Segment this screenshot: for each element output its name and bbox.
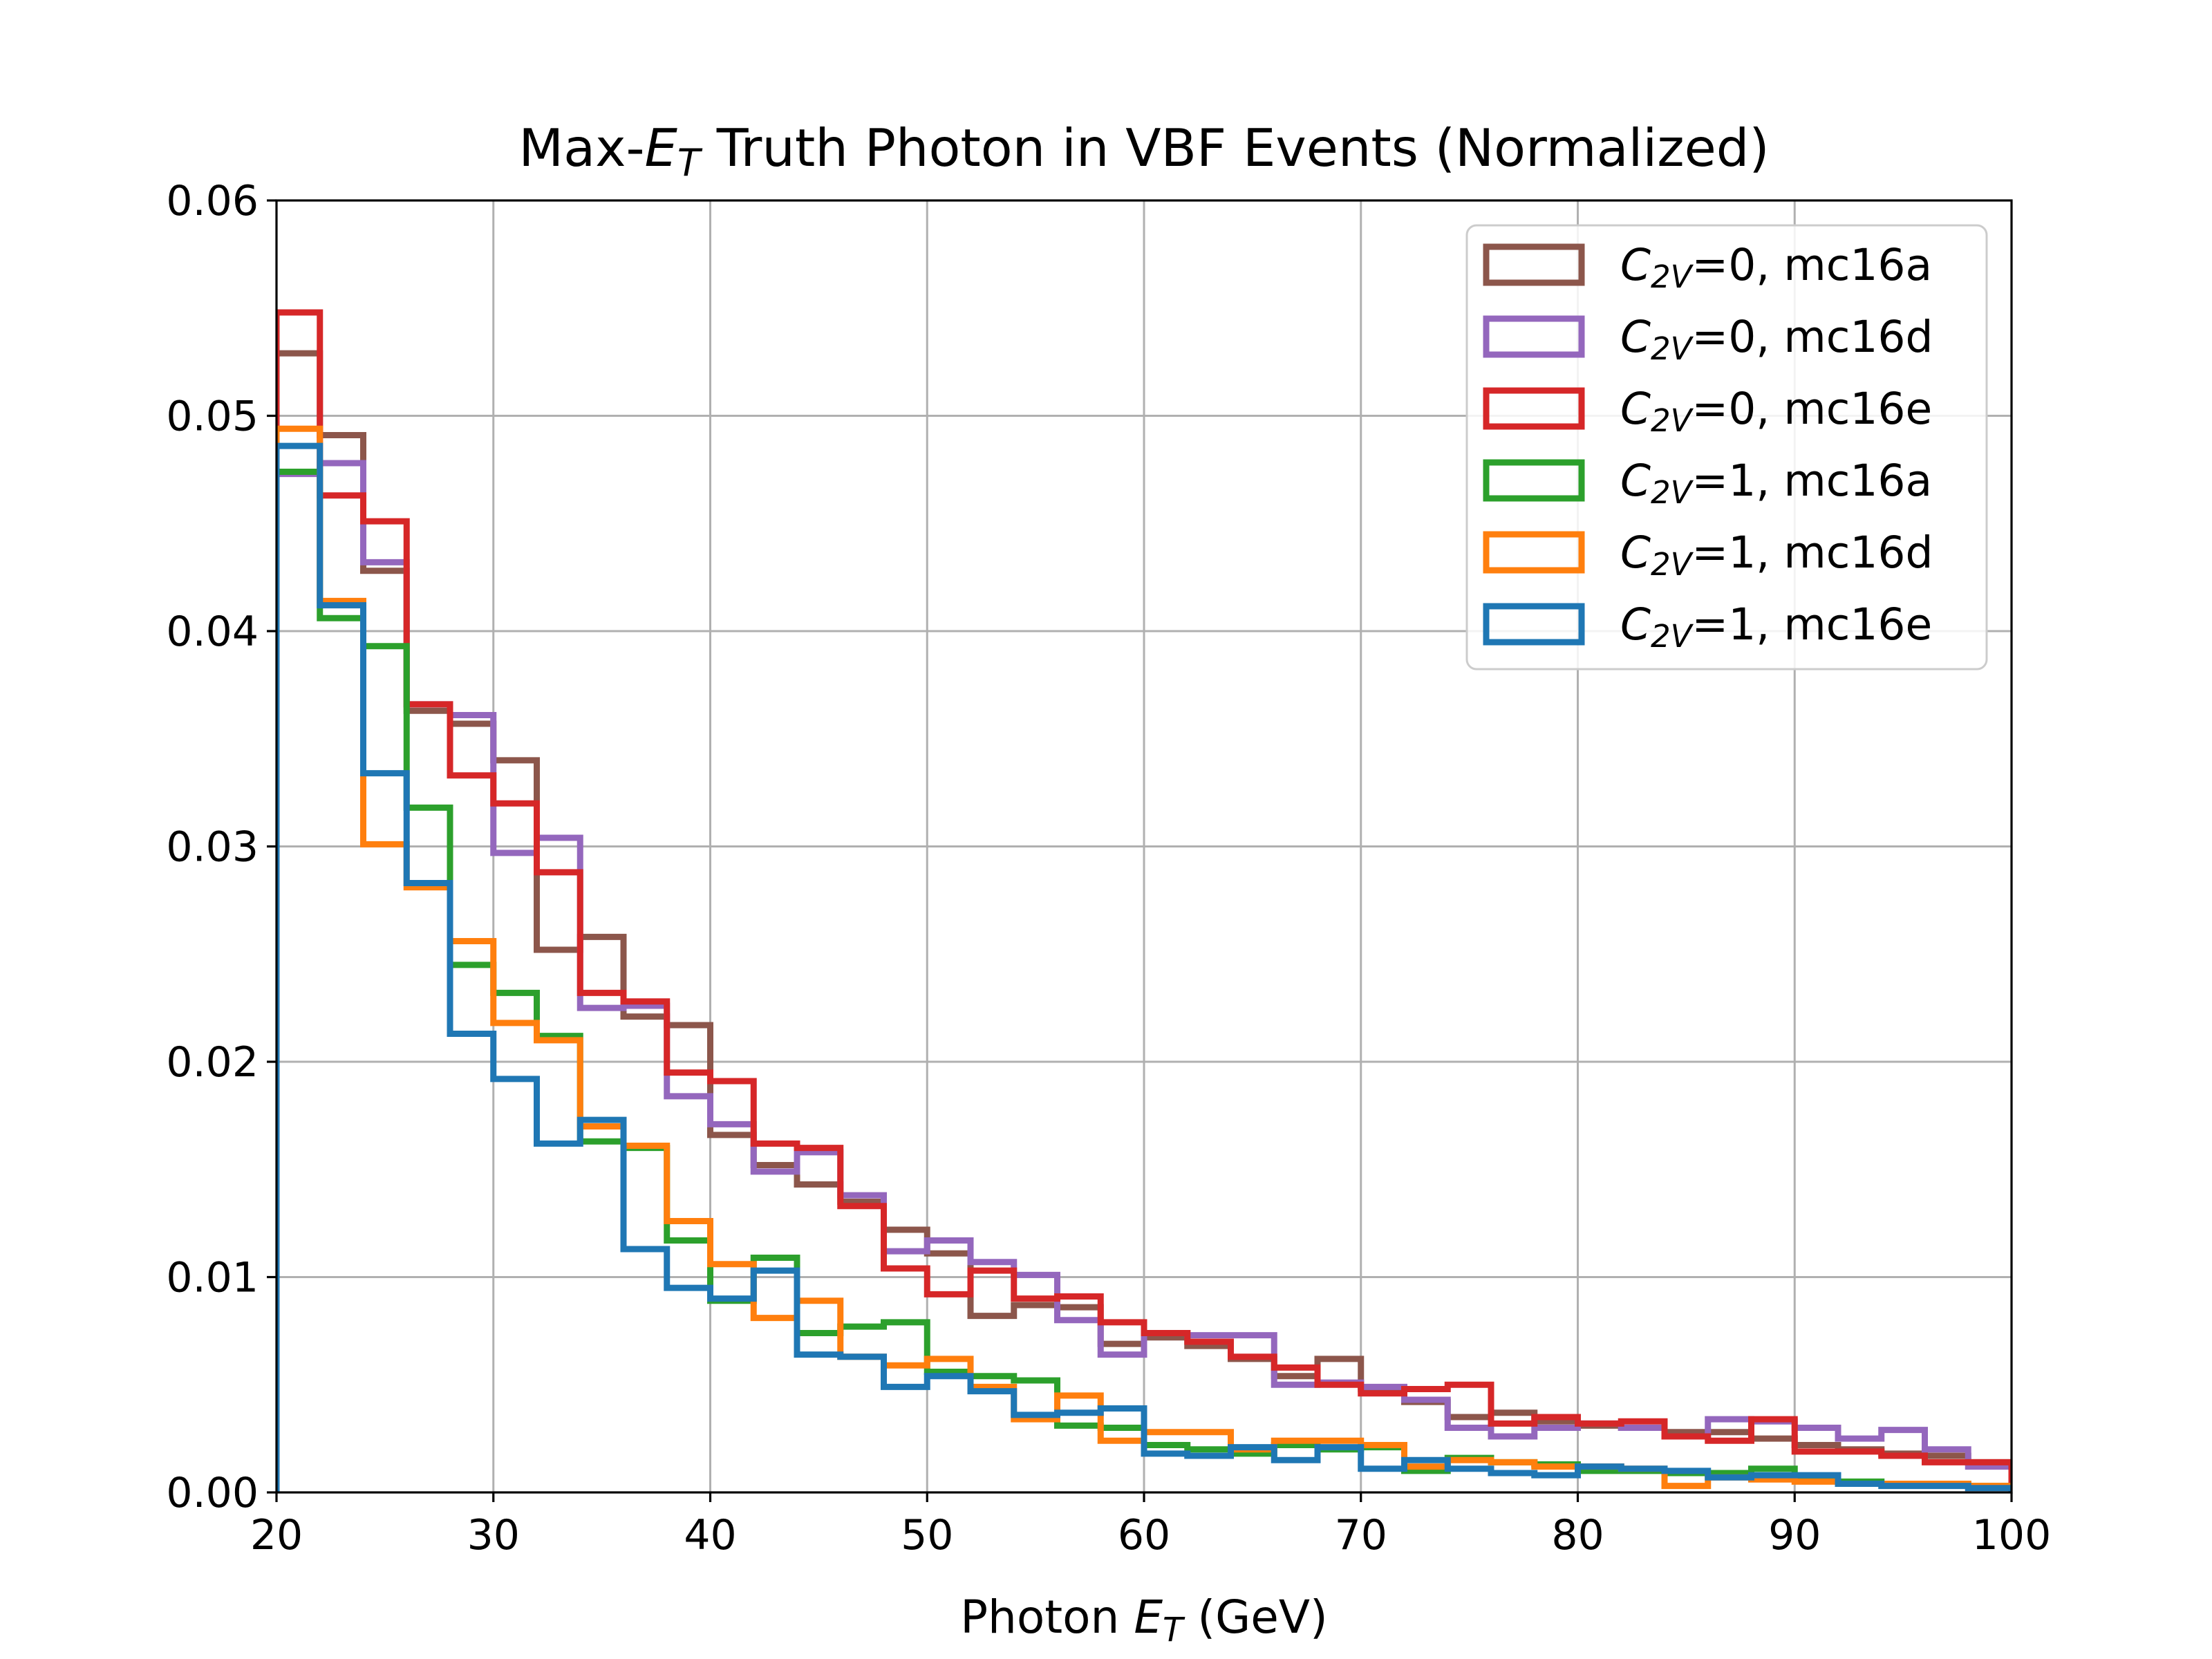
y-tick-label: 0.06	[166, 177, 259, 225]
legend-label-variable: C	[1620, 599, 1651, 650]
series-lines	[276, 309, 2012, 1492]
y-tick-label: 0.05	[166, 393, 259, 441]
legend-label-variable: C	[1620, 312, 1651, 362]
x-tick-label: 100	[1972, 1511, 2052, 1559]
legend-label-subscript: 2V	[1651, 259, 1694, 295]
legend-box	[1465, 224, 1988, 671]
y-tick-label: 0.04	[166, 608, 259, 656]
legend-entry: C2V=0, mc16a	[1483, 240, 1932, 295]
legend-swatch	[1483, 243, 1585, 286]
x-tick-label: 40	[684, 1511, 736, 1559]
x-tick-label: 20	[250, 1511, 303, 1559]
chart-title-subscript: T	[677, 141, 703, 185]
legend-label-variable: C	[1620, 240, 1651, 290]
legend-entry: C2V=1, mc16e	[1483, 599, 1932, 655]
legend-label-subscript: 2V	[1651, 402, 1694, 439]
x-axis-label-pre: Photon	[960, 1591, 1134, 1644]
x-tick-label: 80	[1551, 1511, 1604, 1559]
x-axis-label-variable: E	[1134, 1591, 1163, 1644]
legend-swatch	[1483, 603, 1585, 646]
x-axis-label-subscript: T	[1163, 1611, 1185, 1649]
legend-label-rest: =0, mc16a	[1691, 240, 1932, 290]
series-line-6	[276, 442, 2012, 1492]
x-axis-ticks: 20 30 40 50 60 70 80 90 100	[250, 1492, 2051, 1559]
y-tick-label: 0.01	[166, 1254, 259, 1302]
legend-entry: C2V=0, mc16e	[1483, 384, 1932, 439]
legend-label-rest: =0, mc16e	[1691, 384, 1932, 434]
legend-label-rest: =1, mc16e	[1691, 599, 1932, 650]
y-tick-label: 0.02	[166, 1038, 259, 1087]
x-tick-label: 30	[467, 1511, 520, 1559]
series-line-5	[276, 425, 2012, 1492]
legend-entry: C2V=1, mc16a	[1483, 456, 1932, 511]
y-tick-label: 0.03	[166, 823, 259, 872]
legend-label-variable: C	[1620, 384, 1651, 434]
legend-entry: C2V=0, mc16d	[1483, 312, 1933, 367]
series-line-3	[276, 309, 2012, 1492]
legend-label-subscript: 2V	[1651, 618, 1694, 655]
legend-label: C2V=1, mc16a	[1620, 456, 1932, 511]
legend-label: C2V=0, mc16e	[1620, 384, 1932, 439]
legend-label-subscript: 2V	[1651, 474, 1694, 511]
legend-label-rest: =1, mc16a	[1691, 456, 1932, 506]
x-axis-label-post: (GeV)	[1183, 1591, 1327, 1644]
x-tick-label: 60	[1118, 1511, 1170, 1559]
legend-swatch	[1483, 315, 1585, 358]
legend-label-subscript: 2V	[1651, 330, 1694, 367]
legend-swatch	[1483, 387, 1585, 430]
legend-label: C2V=1, mc16e	[1620, 599, 1932, 655]
legend-swatch	[1483, 459, 1585, 502]
chart-title-post: Truth Photon in VBF Events (Normalized)	[700, 118, 1770, 178]
chart-title-pre: Max-	[518, 118, 644, 178]
legend-label-rest: =1, mc16d	[1691, 527, 1933, 578]
legend-label: C2V=0, mc16d	[1620, 312, 1933, 367]
chart-title: Max-ET Truth Photon in VBF Events (Norma…	[518, 118, 1769, 185]
x-axis-label: Photon ET (GeV)	[960, 1591, 1328, 1649]
legend-label-variable: C	[1620, 456, 1651, 506]
legend-label-rest: =0, mc16d	[1691, 312, 1933, 362]
chart-title-variable: E	[645, 118, 678, 178]
x-tick-label: 90	[1768, 1511, 1821, 1559]
legend-swatch	[1483, 531, 1585, 574]
y-axis-ticks: 0.00 0.01 0.02 0.03 0.04 0.05 0.06	[166, 177, 276, 1517]
y-tick-label: 0.00	[166, 1469, 259, 1517]
legend-label: C2V=0, mc16a	[1620, 240, 1932, 295]
x-tick-label: 70	[1335, 1511, 1387, 1559]
x-tick-label: 50	[901, 1511, 953, 1559]
legend-label-subscript: 2V	[1651, 546, 1694, 583]
legend-label-variable: C	[1620, 527, 1651, 578]
legend-label: C2V=1, mc16d	[1620, 527, 1933, 583]
legend-entry: C2V=1, mc16d	[1483, 527, 1933, 583]
series-line-2	[276, 460, 2012, 1492]
